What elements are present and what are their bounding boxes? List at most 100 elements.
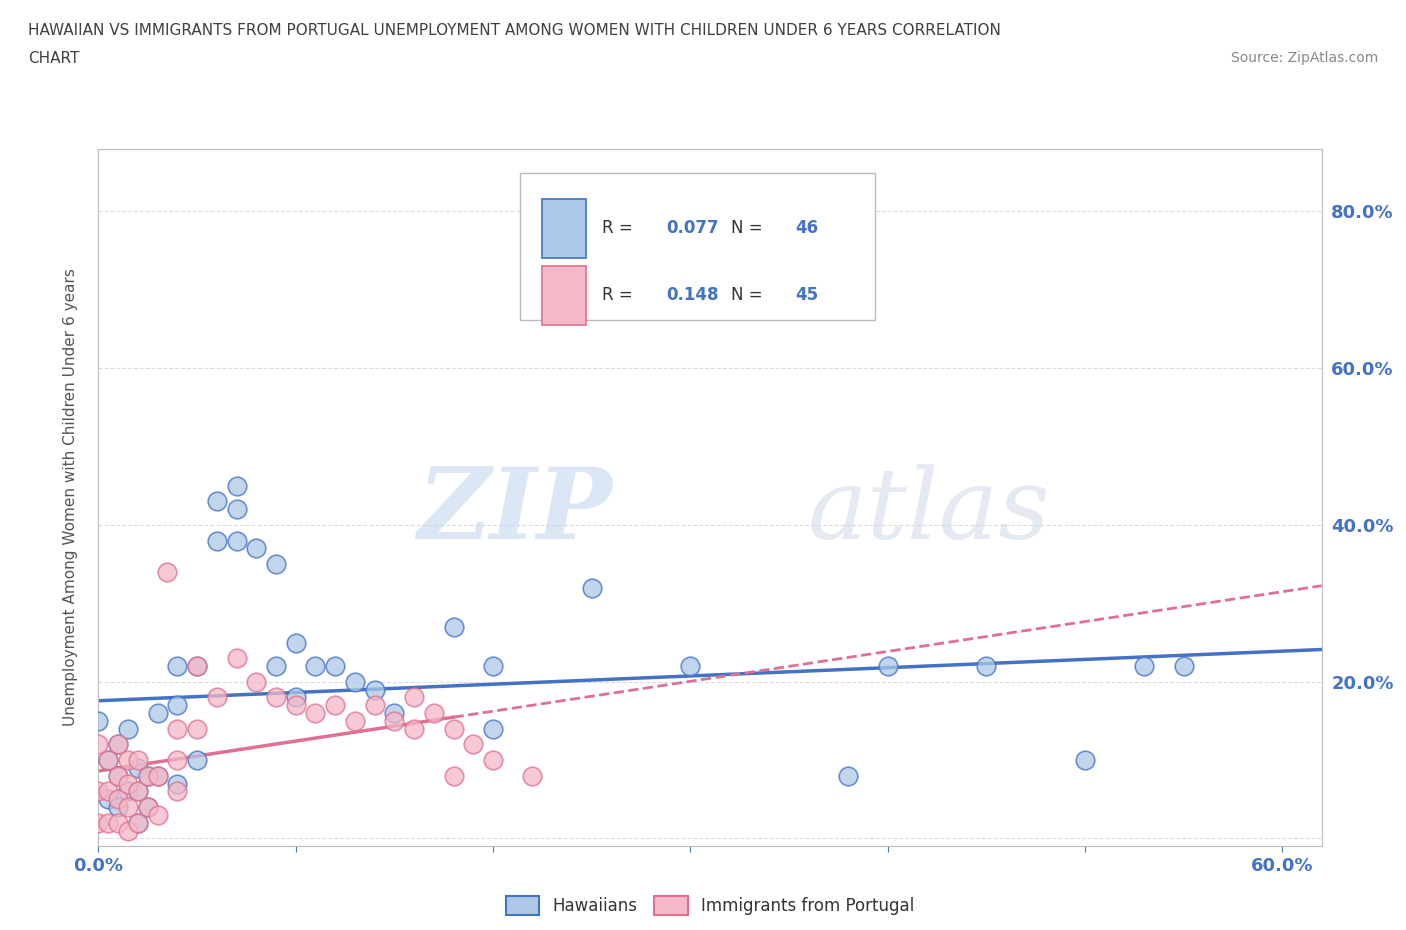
Point [136, 800, 159, 815]
Legend: Hawaiians, Immigrants from Portugal: Hawaiians, Immigrants from Portugal [499, 889, 921, 922]
Point [482, 752, 505, 767]
Point [146, 768, 169, 783]
Text: N =: N = [731, 219, 768, 237]
Point [225, 502, 247, 517]
Point [443, 722, 465, 737]
Text: 45: 45 [796, 286, 818, 304]
Point [363, 682, 385, 697]
Y-axis label: Unemployment Among Women with Children Under 6 years: Unemployment Among Women with Children U… [63, 269, 77, 726]
Point [127, 784, 149, 799]
Point [245, 674, 267, 689]
Point [522, 768, 544, 783]
Point [136, 800, 159, 815]
Point [166, 777, 188, 791]
Point [146, 768, 169, 783]
FancyBboxPatch shape [543, 199, 586, 258]
Point [284, 698, 307, 712]
Point [382, 713, 405, 728]
Text: 0.077: 0.077 [666, 219, 718, 237]
Point [679, 658, 702, 673]
Point [156, 565, 179, 579]
Point [127, 816, 149, 830]
Text: HAWAIIAN VS IMMIGRANTS FROM PORTUGAL UNEMPLOYMENT AMONG WOMEN WITH CHILDREN UNDE: HAWAIIAN VS IMMIGRANTS FROM PORTUGAL UNE… [28, 23, 1001, 38]
Point [264, 658, 287, 673]
Point [117, 777, 139, 791]
Point [186, 658, 208, 673]
Point [166, 698, 188, 712]
Point [97, 784, 120, 799]
Point [127, 816, 149, 830]
Point [146, 807, 169, 822]
Point [205, 690, 228, 705]
Point [166, 784, 188, 799]
Point [136, 768, 159, 783]
Point [443, 768, 465, 783]
Point [97, 791, 120, 806]
Point [304, 706, 326, 721]
Point [186, 658, 208, 673]
Point [284, 690, 307, 705]
Point [97, 752, 120, 767]
Point [97, 752, 120, 767]
Point [146, 706, 169, 721]
Point [581, 580, 603, 595]
Point [107, 791, 129, 806]
Point [343, 713, 366, 728]
Point [304, 658, 326, 673]
Point [974, 658, 997, 673]
Point [117, 752, 139, 767]
Text: 0.148: 0.148 [666, 286, 718, 304]
Point [837, 768, 859, 783]
Point [343, 674, 366, 689]
Point [1133, 658, 1156, 673]
Point [107, 768, 129, 783]
Point [107, 737, 129, 751]
Point [225, 651, 247, 666]
Text: R =: R = [602, 286, 638, 304]
Point [127, 752, 149, 767]
Point [404, 722, 426, 737]
Point [876, 658, 898, 673]
Point [136, 768, 159, 783]
Point [166, 658, 188, 673]
Point [363, 698, 385, 712]
Point [382, 706, 405, 721]
Point [117, 823, 139, 838]
Text: CHART: CHART [28, 51, 80, 66]
Point [107, 768, 129, 783]
Point [482, 722, 505, 737]
Point [245, 541, 267, 556]
Point [423, 706, 446, 721]
Point [1074, 752, 1097, 767]
Point [1173, 658, 1195, 673]
Point [482, 658, 505, 673]
Point [323, 698, 346, 712]
Point [205, 494, 228, 509]
Text: N =: N = [731, 286, 768, 304]
Point [127, 784, 149, 799]
Point [166, 752, 188, 767]
Point [117, 784, 139, 799]
Point [186, 722, 208, 737]
Point [117, 800, 139, 815]
Text: atlas: atlas [808, 464, 1050, 559]
Point [107, 816, 129, 830]
Point [87, 713, 110, 728]
Point [127, 761, 149, 776]
FancyBboxPatch shape [543, 266, 586, 325]
Point [225, 478, 247, 493]
Point [264, 690, 287, 705]
Point [264, 557, 287, 572]
Text: R =: R = [602, 219, 638, 237]
Point [107, 737, 129, 751]
Point [443, 619, 465, 634]
Point [87, 784, 110, 799]
Point [463, 737, 485, 751]
Point [117, 722, 139, 737]
Point [166, 722, 188, 737]
Point [186, 752, 208, 767]
Text: Source: ZipAtlas.com: Source: ZipAtlas.com [1230, 51, 1378, 65]
Point [87, 816, 110, 830]
Text: 46: 46 [796, 219, 818, 237]
Point [97, 816, 120, 830]
